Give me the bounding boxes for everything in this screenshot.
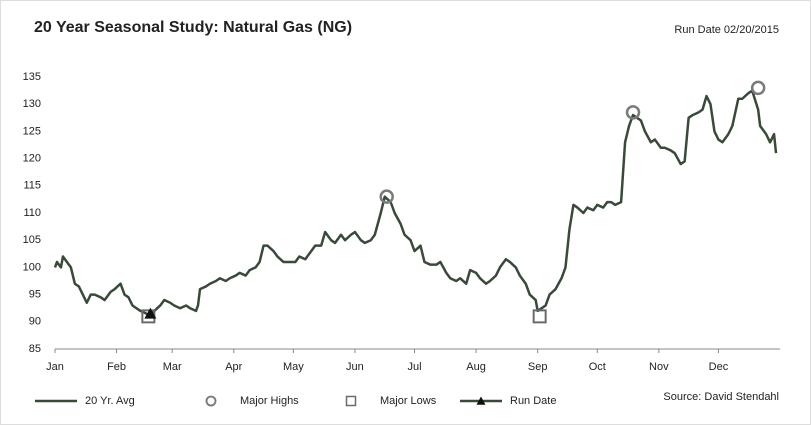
point-marker — [750, 80, 766, 96]
legend-label: Major Lows — [380, 395, 437, 407]
x-tick-label: Jun — [346, 361, 364, 373]
x-tick-label: Aug — [466, 361, 486, 373]
x-tick-label: Mar — [163, 361, 182, 373]
x-tick-label: Sep — [528, 361, 548, 373]
point-marker — [625, 105, 641, 120]
x-tick-label: Feb — [107, 361, 126, 373]
y-tick-label: 125 — [23, 125, 41, 137]
point-marker — [144, 307, 157, 319]
y-tick-label: 95 — [29, 289, 41, 301]
series-line — [53, 89, 778, 318]
x-tick-label: Apr — [225, 361, 242, 373]
y-tick-label: 115 — [23, 180, 41, 192]
source-note: Source: David Stendahl — [663, 391, 779, 403]
y-tick-label: 110 — [23, 207, 41, 219]
run-date-note: Run Date 02/20/2015 — [674, 24, 779, 36]
x-tick-label: Oct — [589, 361, 606, 373]
legend-marker — [205, 395, 217, 407]
y-tick-label: 120 — [23, 153, 41, 165]
legend-label: 20 Yr. Avg — [85, 395, 135, 407]
x-tick-label: Nov — [649, 361, 669, 373]
legend-marker — [476, 396, 486, 405]
chart-title: 20 Year Seasonal Study: Natural Gas (NG) — [34, 19, 352, 36]
legend-label: Major Highs — [240, 395, 299, 407]
point-marker — [379, 189, 394, 204]
x-tick-label: Jan — [46, 361, 64, 373]
y-tick-label: 135 — [23, 71, 41, 83]
x-tick-label: Jul — [407, 361, 421, 373]
y-tick-label: 105 — [23, 234, 41, 246]
y-tick-label: 100 — [23, 261, 41, 273]
y-tick-label: 90 — [29, 316, 41, 328]
y-tick-label: 85 — [29, 343, 41, 355]
y-tick-label: 130 — [23, 98, 41, 110]
point-marker — [532, 309, 547, 324]
legend-label: Run Date — [510, 395, 556, 407]
x-tick-label: Dec — [709, 361, 729, 373]
x-tick-label: May — [283, 361, 304, 373]
legend-marker — [345, 395, 357, 407]
